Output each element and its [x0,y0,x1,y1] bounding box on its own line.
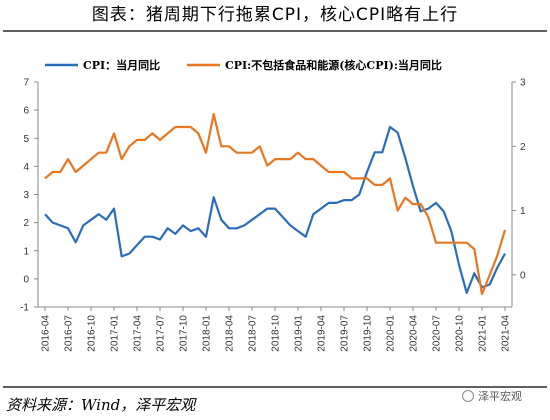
x-tick-label: 2018-01 [202,315,213,352]
left-tick-label: 2 [23,218,29,229]
right-tick-label: 1 [520,206,526,217]
watermark: 泽平宏观 [462,389,522,403]
watermark-label: 泽平宏观 [478,389,522,403]
left-tick-label: 7 [23,78,29,89]
x-tick-label: 2020-01 [386,315,397,352]
chart-title: 图表：猪周期下行拖累CPI，核心CPI略有上行 [92,5,458,25]
x-tick-label: 2016-07 [64,315,75,352]
legend-label-core-cpi: CPI:不包括食品和能源(核心CPI):当月同比 [225,58,442,72]
x-tick-label: 2021-04 [501,315,512,352]
x-tick-label: 2017-04 [133,315,144,352]
x-tick-label: 2017-01 [110,315,121,352]
right-tick-label: 0 [520,270,526,281]
x-tick-label: 2019-04 [317,315,328,352]
x-tick-label: 2021-01 [478,315,489,352]
left-tick-label: 5 [23,134,29,145]
left-tick-label: 1 [23,246,29,257]
core-cpi-series-line [44,112,507,296]
x-tick-label: 2019-01 [294,315,305,352]
x-tick-label: 2016-10 [87,315,98,352]
left-tick-label: -1 [20,303,29,314]
plot-area: -1 0 1 2 3 4 5 6 7 0 1 2 3 2016-04 2016-07 2016-10 2017-… [20,78,526,352]
left-tick-label: 0 [23,274,29,285]
x-tick-label: 2017-07 [156,315,167,352]
cpi-series-line [44,125,506,294]
left-tick-label: 6 [23,106,29,117]
right-tick-label: 3 [520,78,526,89]
legend-label-cpi: CPI：当月同比 [83,58,160,72]
x-tick-label: 2020-04 [409,315,420,352]
x-tick-label: 2017-10 [179,315,190,352]
wechat-icon [462,390,474,402]
right-tick-label: 2 [520,142,526,153]
x-tick-label: 2018-04 [225,315,236,352]
x-tick-label: 2020-07 [432,315,443,352]
source-note: 资料来源：Wind，泽平宏观 [6,396,197,414]
left-tick-label: 4 [23,162,29,173]
x-tick-label: 2018-10 [271,315,282,352]
x-tick-label: 2020-10 [455,315,466,352]
left-tick-label: 3 [23,190,29,201]
x-tick-label: 2019-10 [363,315,374,352]
x-tick-label: 2019-07 [340,315,351,352]
x-tick-label: 2016-04 [41,315,52,352]
x-tick-label: 2018-07 [248,315,259,352]
